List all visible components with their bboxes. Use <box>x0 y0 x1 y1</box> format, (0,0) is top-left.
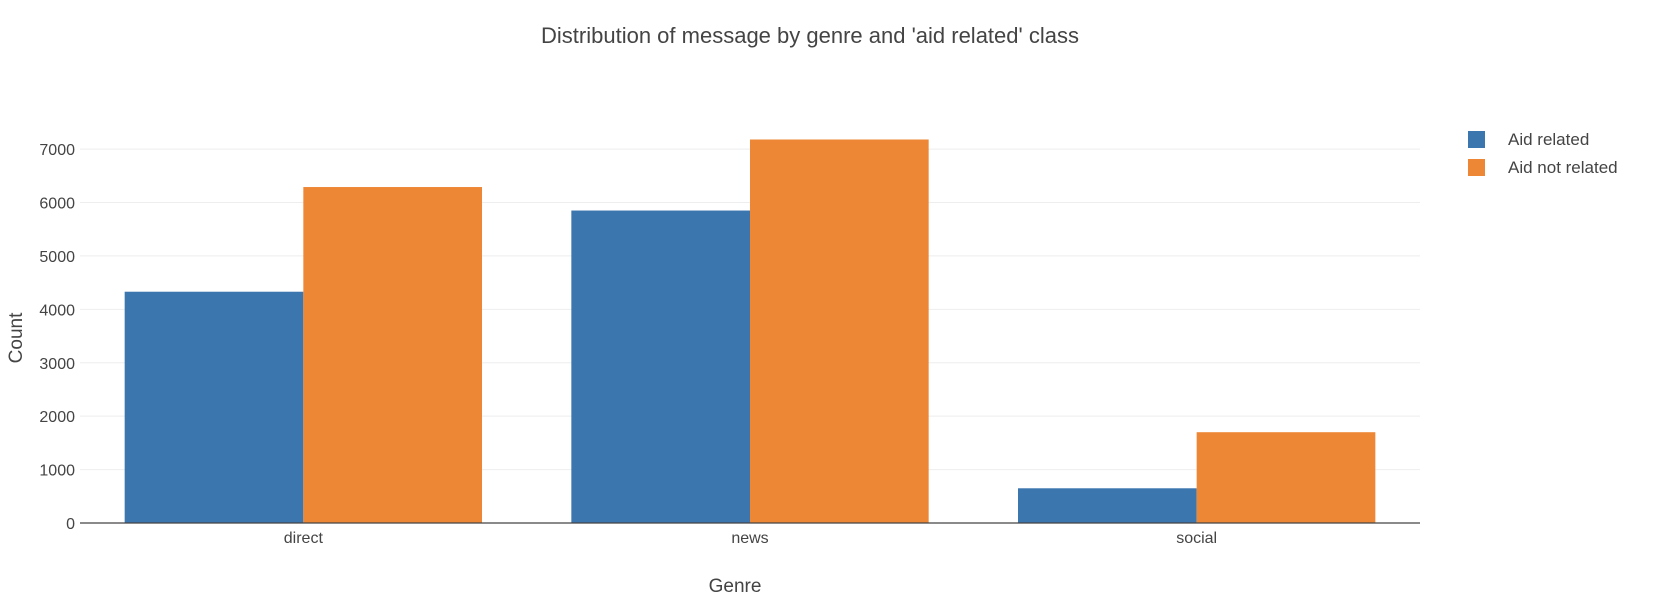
x-axis-title: Genre <box>709 576 762 597</box>
bar-aid-related-direct <box>124 291 304 523</box>
x-tick-label: social <box>1176 530 1217 547</box>
legend-swatch <box>1468 159 1485 176</box>
x-axis-ticks: direct news social <box>284 530 1217 547</box>
bar-aid-not-related-news <box>750 139 929 523</box>
y-axis-title: Count <box>6 312 27 363</box>
y-tick-label: 2000 <box>39 409 75 426</box>
y-tick-label: 4000 <box>39 302 75 319</box>
legend-label: Aid related <box>1508 130 1589 149</box>
bar-aid-not-related-direct <box>303 187 482 523</box>
y-tick-label: 3000 <box>39 356 75 373</box>
y-axis-ticks: 0 1000 2000 3000 4000 5000 6000 7000 <box>39 142 75 533</box>
y-tick-label: 5000 <box>39 249 75 266</box>
legend: Aid related Aid not related <box>1468 130 1618 177</box>
bars <box>124 139 1376 523</box>
legend-label: Aid not related <box>1508 158 1618 177</box>
legend-swatch <box>1468 131 1485 148</box>
x-tick-label: direct <box>284 530 324 547</box>
bar-aid-not-related-social <box>1196 432 1376 523</box>
y-tick-label: 1000 <box>39 463 75 480</box>
y-tick-label: 7000 <box>39 142 75 159</box>
chart-title: Distribution of message by genre and 'ai… <box>541 23 1079 48</box>
x-tick-label: news <box>731 530 768 547</box>
y-tick-label: 0 <box>66 516 75 533</box>
y-tick-label: 6000 <box>39 196 75 213</box>
bar-aid-related-news <box>571 210 750 523</box>
bar-aid-related-social <box>1018 488 1197 523</box>
